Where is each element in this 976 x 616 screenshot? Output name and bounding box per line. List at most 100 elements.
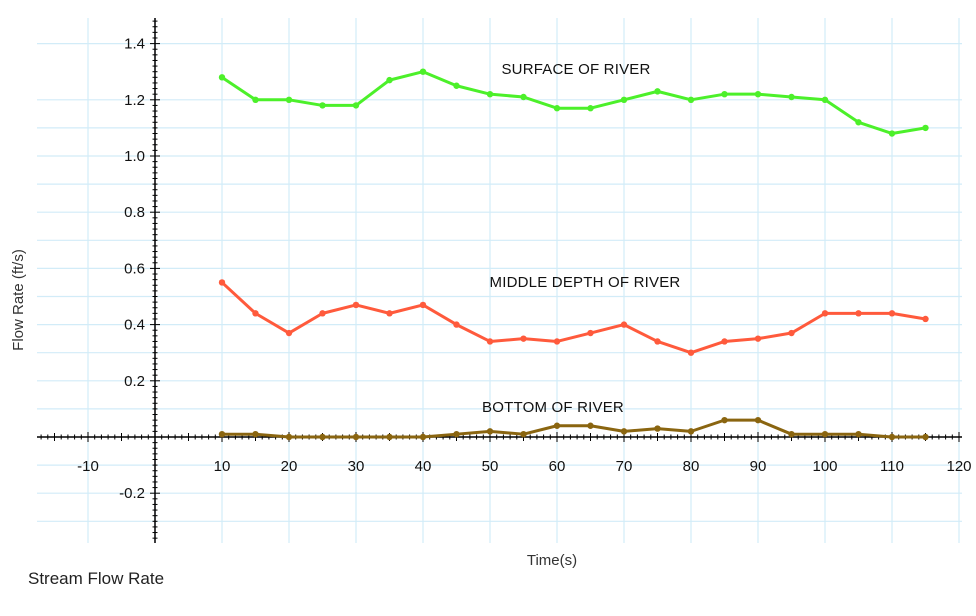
- chart-caption: Stream Flow Rate: [28, 569, 165, 588]
- x-tick-label: 50: [482, 458, 499, 475]
- data-point: [821, 310, 829, 317]
- data-point: [687, 96, 695, 104]
- data-point: [419, 301, 427, 309]
- data-point: [855, 430, 862, 438]
- data-point: [888, 310, 896, 317]
- data-point: [821, 96, 829, 104]
- data-point: [654, 425, 661, 432]
- data-point: [319, 433, 326, 441]
- data-point: [319, 310, 326, 317]
- data-point: [754, 335, 762, 342]
- data-point: [654, 338, 661, 345]
- data-point: [855, 119, 862, 126]
- data-point: [252, 96, 259, 104]
- data-point: [386, 76, 393, 84]
- data-point: [486, 338, 494, 345]
- data-point: [520, 93, 527, 101]
- data-point: [788, 329, 795, 337]
- y-tick-label: 0.2: [124, 373, 145, 390]
- data-point: [419, 433, 427, 441]
- data-point: [386, 310, 393, 317]
- series-label: MIDDLE DEPTH OF RIVER: [490, 274, 681, 291]
- data-point: [453, 82, 460, 89]
- data-point: [553, 105, 561, 112]
- data-point: [285, 96, 293, 104]
- series-1: [218, 68, 929, 137]
- x-tick-label: 60: [549, 458, 566, 475]
- data-point: [319, 102, 326, 109]
- series-group: [218, 68, 929, 441]
- data-point: [922, 433, 929, 441]
- series-line: [220, 281, 926, 355]
- data-point: [922, 124, 929, 132]
- data-point: [285, 329, 293, 337]
- x-tick-label: 30: [348, 458, 365, 475]
- data-point: [486, 428, 494, 435]
- data-point: [553, 422, 561, 429]
- data-point: [386, 433, 393, 441]
- x-tick-label: 20: [281, 458, 298, 475]
- data-point: [788, 93, 795, 101]
- data-point: [620, 96, 628, 104]
- data-point: [486, 90, 494, 98]
- x-tick-label: -10: [77, 458, 99, 475]
- x-tick-label: 70: [616, 458, 633, 475]
- data-point: [654, 88, 661, 95]
- data-point: [821, 430, 829, 438]
- data-point: [520, 335, 527, 342]
- y-tick-label: -0.2: [119, 485, 145, 502]
- y-tick-label: 0.4: [124, 317, 145, 334]
- x-tick-label: 40: [415, 458, 432, 475]
- data-point: [352, 102, 360, 109]
- data-point: [788, 430, 795, 438]
- data-point: [687, 428, 695, 435]
- data-point: [888, 130, 896, 137]
- series-line: [222, 418, 926, 439]
- data-point: [252, 430, 259, 438]
- y-axis-label: Flow Rate (ft/s): [10, 249, 27, 351]
- data-point: [922, 315, 929, 323]
- data-point: [453, 321, 460, 328]
- data-point: [520, 430, 527, 438]
- tick-labels: -10 10 20 30 40 50 60 70 80 90 100 110 120 -0.2 0.2 0.4…: [77, 36, 971, 503]
- data-point: [855, 310, 862, 317]
- y-tick-label: 0.6: [124, 260, 145, 277]
- data-point: [587, 422, 594, 429]
- data-point: [352, 433, 360, 441]
- data-point: [453, 430, 460, 438]
- x-tick-label: 10: [214, 458, 231, 475]
- data-point: [285, 433, 293, 441]
- data-point: [419, 68, 427, 75]
- data-point: [252, 310, 259, 317]
- y-tick-label: 1.2: [124, 92, 145, 109]
- data-point: [721, 90, 728, 98]
- data-point: [352, 301, 360, 309]
- x-tick-label: 80: [683, 458, 700, 475]
- y-tick-label: 1.4: [124, 36, 145, 53]
- data-point: [754, 90, 762, 98]
- data-point: [888, 433, 896, 441]
- series-label: BOTTOM OF RIVER: [482, 399, 624, 416]
- x-tick-label: 90: [750, 458, 767, 475]
- series-label: SURFACE OF RIVER: [501, 61, 650, 78]
- data-point: [218, 279, 226, 286]
- data-point: [218, 430, 226, 438]
- x-tick-label: 100: [812, 458, 837, 475]
- data-point: [587, 329, 594, 337]
- series-line: [221, 70, 926, 136]
- y-tick-label: 1.0: [124, 148, 145, 165]
- data-point: [687, 349, 695, 356]
- data-point: [218, 74, 226, 81]
- data-point: [620, 321, 628, 328]
- data-point: [754, 416, 762, 424]
- x-tick-label: 120: [946, 458, 971, 475]
- data-point: [553, 338, 561, 345]
- series-labels: SURFACE OF RIVER MIDDLE DEPTH OF RIVER BOT…: [482, 61, 680, 416]
- x-tick-label: 110: [880, 458, 904, 475]
- series-3: [218, 416, 929, 441]
- data-point: [620, 428, 628, 435]
- series-2: [218, 279, 929, 356]
- data-point: [587, 105, 594, 112]
- data-point: [721, 338, 728, 345]
